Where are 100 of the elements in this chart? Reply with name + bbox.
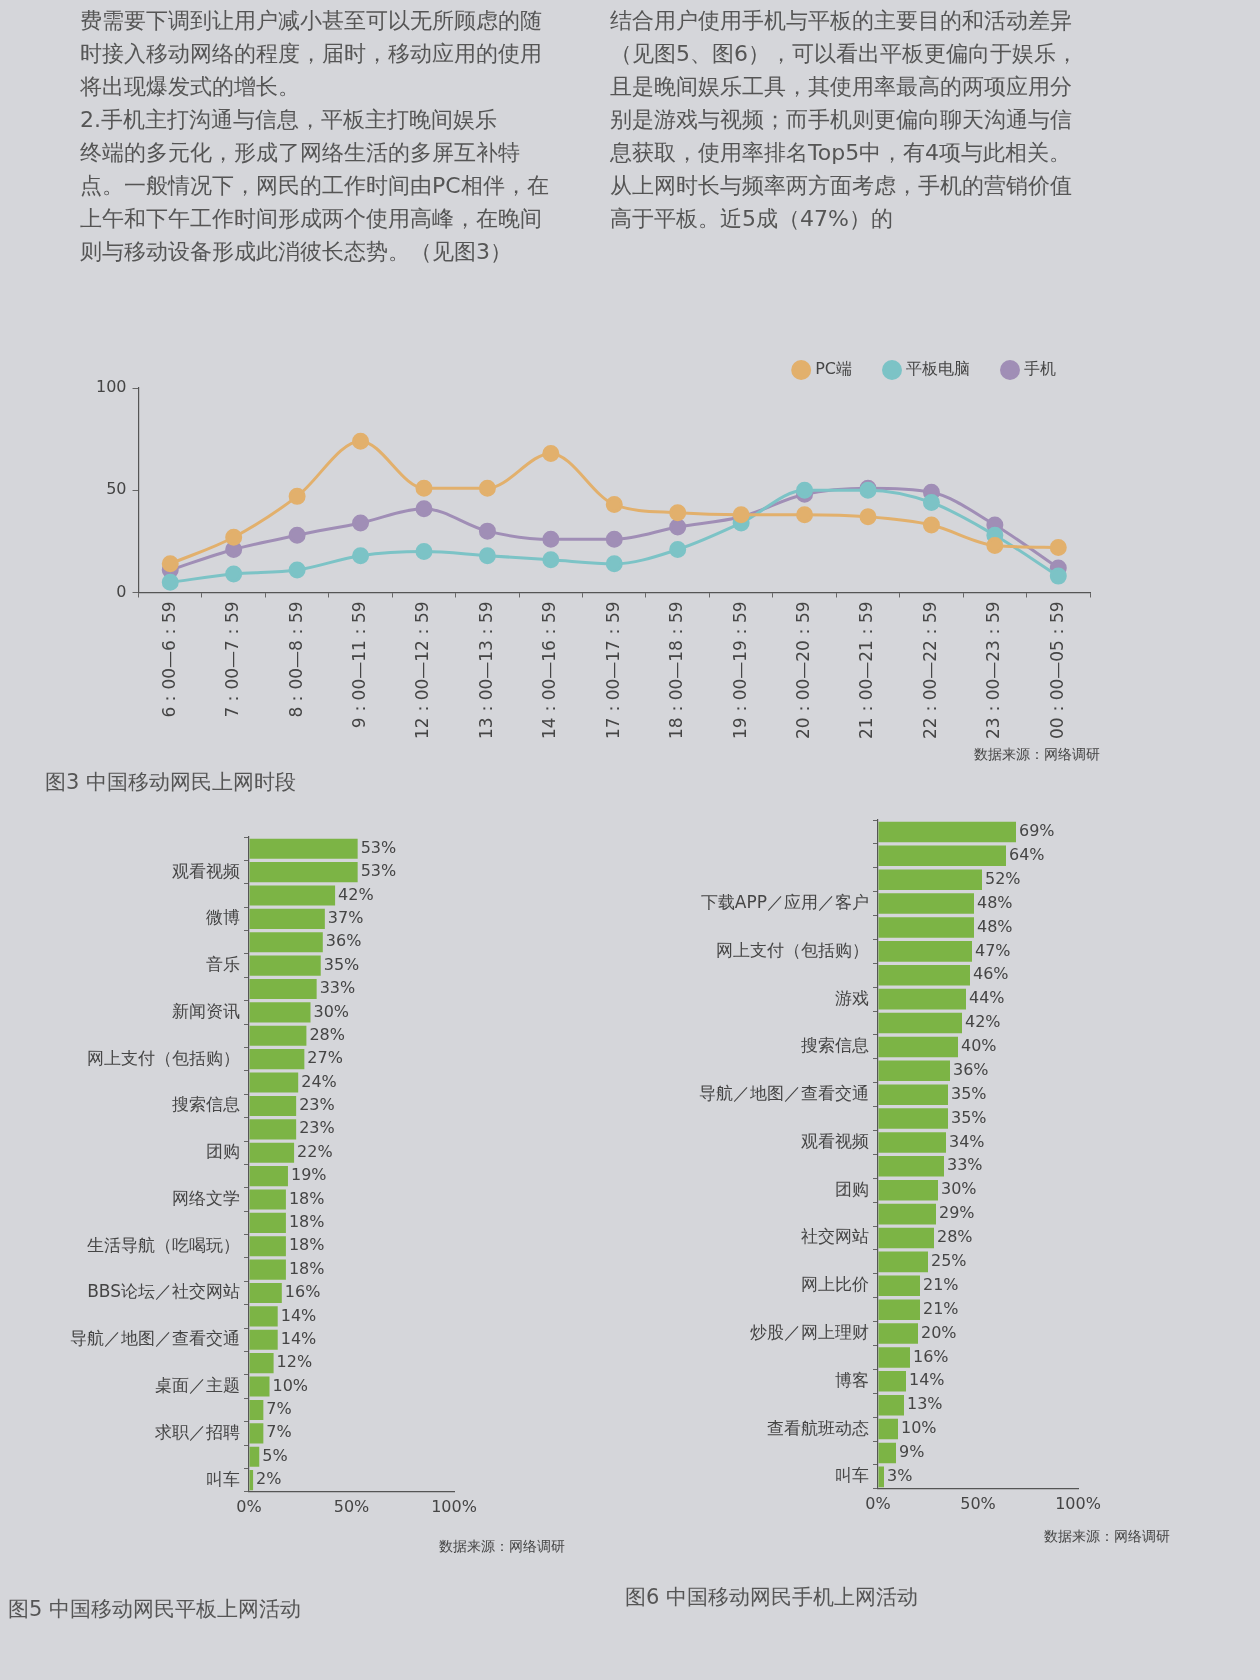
data-label: 37% [327, 908, 364, 928]
data-label: 13% [907, 1394, 943, 1414]
data-label: 27% [307, 1048, 343, 1068]
data-label: 35% [951, 1107, 987, 1127]
data-label: 30% [313, 1001, 350, 1021]
y-tick-label: 团购 [835, 1178, 869, 1199]
data-label: 33% [319, 978, 356, 998]
y-tick-label: 求职／招聘 [155, 1421, 240, 1442]
data-label: 7% [266, 1422, 292, 1442]
text: 图3 中国移动网民上网时段 [45, 769, 297, 796]
data-label: 5% [262, 1445, 288, 1465]
text: 从上网时长与频率两方面考虑，手机的营销价值高于平板。近5成（47%）的 [610, 172, 1073, 233]
y-tick-label: 导航／地图／查看交通 [699, 1083, 869, 1104]
data-label: 29% [939, 1203, 975, 1223]
data-label: 48% [977, 916, 1013, 936]
data-label: 22% [297, 1141, 333, 1161]
x-tick-label: 17：00—17：59 [602, 601, 623, 739]
x-tick-label: 6：00—6：59 [158, 601, 179, 718]
data-label: 21% [923, 1274, 959, 1294]
x-tick-label: 14：00—16：59 [539, 601, 560, 739]
x-tick-label: 100% [1055, 1493, 1101, 1513]
x-tick-label: 50% [333, 1496, 370, 1516]
data-label: 42% [338, 884, 374, 904]
data-label: 2% [256, 1469, 282, 1489]
data-label: 48% [977, 892, 1013, 912]
x-tick-label: 50% [960, 1493, 996, 1513]
y-tick-label: 网上支付（包括购） [716, 939, 869, 960]
data-label: 24% [301, 1071, 337, 1091]
x-tick-label: 100% [431, 1496, 477, 1516]
y-tick-label: 网上支付（包括购） [87, 1047, 240, 1068]
text: 终端的多元化，形成了网络生活的多屏互补特点。一般情况下，网民的工作时间由PC相伴，在上午和下午工作时间形成两个使用高峰，在晚间则与移动设备形成此消彼长态势。（见图3） [80, 139, 550, 266]
y-tick-label: 炒股／网上理财 [750, 1321, 869, 1342]
y-tick-label: 搜索信息 [172, 1094, 240, 1115]
data-label: 14% [280, 1328, 317, 1348]
data-label: 35% [951, 1083, 987, 1103]
y-tick-label: 下载APP／应用／客户 [700, 892, 869, 913]
x-tick-label: 0% [236, 1496, 262, 1516]
data-label: 30% [941, 1179, 977, 1199]
x-tick-label: 0% [865, 1493, 891, 1513]
data-label: 18% [288, 1212, 325, 1232]
data-label: 25% [931, 1251, 967, 1271]
data-label: 64% [1009, 844, 1045, 864]
y-tick-label: 查看航班动态 [767, 1417, 869, 1438]
y-tick-label: 100 [95, 377, 127, 397]
y-tick-label: 微博 [206, 907, 240, 928]
legend-label: 平板电脑 [906, 359, 970, 379]
x-tick-label: 8：00—8：59 [285, 601, 306, 718]
data-label: 14% [280, 1305, 317, 1325]
data-label: 7% [266, 1399, 292, 1419]
x-tick-label: 18：00—18：59 [666, 601, 687, 739]
x-tick-label: 22：00—22：59 [919, 601, 940, 739]
y-tick-label: BBS论坛／社交网站 [87, 1281, 240, 1302]
data-label: 23% [299, 1095, 335, 1115]
x-tick-label: 23：00—23：59 [983, 601, 1004, 739]
y-tick-label: 博客 [835, 1369, 869, 1390]
data-label: 12% [276, 1352, 313, 1372]
data-label: 47% [975, 940, 1011, 960]
data-label: 28% [937, 1227, 973, 1247]
source-note: 数据来源：网络调研 [974, 746, 1100, 764]
y-tick-label: 叫车 [835, 1465, 869, 1486]
data-label: 9% [899, 1442, 925, 1462]
data-label: 28% [309, 1024, 345, 1044]
data-label: 3% [887, 1466, 913, 1486]
y-tick-label: 50 [106, 479, 127, 499]
y-tick-label: 叫车 [206, 1468, 240, 1489]
data-label: 18% [288, 1235, 325, 1255]
y-tick-label: 导航／地图／查看交通 [70, 1328, 240, 1349]
y-tick-label: 0 [116, 581, 127, 601]
data-label: 69% [1019, 821, 1055, 841]
text: 费需要下调到让用户减小甚至可以无所顾虑的随时接入移动网络的程度，届时，移动应用的使用将出现爆发式的增长。 [80, 7, 543, 101]
y-tick-label: 观看视频 [801, 1130, 869, 1151]
text: 2.手机主打沟通与信息，平板主打晚间娱乐 [80, 106, 498, 134]
data-label: 36% [325, 931, 362, 951]
legend-label: 手机 [1024, 359, 1056, 379]
y-tick-label: 团购 [206, 1141, 240, 1162]
x-tick-label: 20：00—20：59 [792, 601, 813, 739]
y-tick-label: 网络文学 [172, 1187, 240, 1208]
data-label: 18% [288, 1188, 325, 1208]
data-label: 14% [909, 1370, 945, 1390]
x-tick-label: 7：00—7：59 [222, 601, 243, 718]
text: 图5 中国移动网民平板上网活动 [8, 1596, 302, 1623]
x-tick-label: 19：00—19：59 [729, 601, 750, 739]
y-tick-label: 音乐 [206, 954, 240, 975]
source-note: 数据来源：网络调研 [439, 1538, 565, 1556]
data-label: 53% [360, 837, 397, 857]
data-label: 33% [947, 1155, 983, 1175]
data-label: 36% [953, 1059, 989, 1079]
x-tick-label: 00：00—05：59 [1046, 601, 1067, 739]
data-label: 44% [969, 988, 1005, 1008]
text: 结合用户使用手机与平板的主要目的和活动差异（见图5、图6），可以看出平板更偏向于娱乐，且是晚间娱乐工具，其使用率最高的两项应用分别是游戏与视频；而手机则更偏向聊天沟通与信息获取，使用率排名Top5中，有4项与此相关。 [610, 7, 1079, 167]
x-tick-label: 9：00—11：59 [348, 601, 369, 729]
data-label: 35% [323, 954, 360, 974]
data-label: 52% [985, 868, 1021, 888]
y-tick-label: 生活导航（吃喝玩） [87, 1234, 240, 1255]
data-label: 10% [901, 1418, 937, 1438]
y-tick-label: 桌面／主题 [155, 1374, 240, 1395]
data-label: 10% [272, 1375, 309, 1395]
data-label: 40% [961, 1036, 997, 1056]
x-tick-label: 13：00—13：59 [475, 601, 496, 739]
data-label: 20% [921, 1322, 957, 1342]
